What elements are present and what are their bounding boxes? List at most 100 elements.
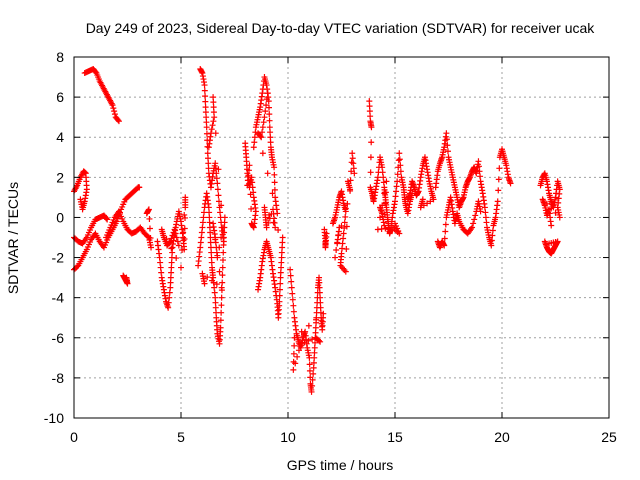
data-point-marker [199,219,206,226]
data-point-marker [366,98,373,105]
data-point-marker [203,114,210,121]
data-point-marker [259,124,266,131]
data-point-marker [290,366,297,373]
data-point-marker [165,304,172,311]
data-point-marker [289,296,296,303]
data-point-marker [495,187,502,194]
data-point-marker [309,382,316,389]
data-point-marker [115,117,122,124]
data-point-marker [290,302,297,309]
data-point-marker [469,224,476,231]
data-point-marker [316,289,323,296]
data-point-marker [441,235,448,242]
data-point-marker [477,208,484,215]
data-point-marker [548,222,555,229]
data-point-marker [218,302,225,309]
data-point-marker [392,193,399,200]
data-point-marker [271,179,278,186]
data-point-marker [218,309,225,316]
data-point-marker [210,274,217,281]
data-point-marker [252,129,259,136]
data-point-marker [207,244,214,251]
data-point-marker [306,361,313,368]
data-point-marker [288,284,295,291]
data-point-marker [103,215,110,222]
data-point-marker [477,173,484,180]
data-point-marker [276,286,283,293]
data-point-marker [277,274,284,281]
data-point-marker [205,160,212,167]
data-point-marker [218,284,225,291]
data-point-marker [495,176,502,183]
data-point-marker [443,130,450,137]
data-point-marker [290,308,297,315]
data-point-marker [471,216,478,223]
data-point-marker [266,111,273,118]
data-point-marker [332,254,339,261]
data-point-marker [219,279,226,286]
y-axis-label: SDTVAR / TECUs [5,182,21,294]
data-point-marker [367,169,374,176]
data-point-marker [381,222,388,229]
data-point-marker [148,244,155,251]
data-point-marker [143,210,150,217]
data-point-marker [316,284,323,291]
data-point-marker [248,205,255,212]
data-point-marker [246,162,253,169]
data-point-marker [245,167,252,174]
data-point-marker [341,219,348,226]
data-point-marker [311,354,318,361]
data-point-marker [215,198,222,205]
data-point-marker [208,126,215,133]
data-point-marker [174,238,181,245]
data-point-marker [317,294,324,301]
data-point-marker [136,184,143,191]
data-point-marker [374,174,381,181]
data-point-marker [263,224,270,231]
data-point-marker [272,224,279,231]
data-point-marker [260,119,267,126]
data-point-marker [396,156,403,163]
data-point-marker [472,212,479,219]
data-point-marker [312,324,319,331]
data-point-marker [203,124,210,131]
data-point-marker [156,254,163,261]
grid-lines [74,57,609,418]
data-point-marker [221,214,228,221]
plot-frame [73,56,610,419]
data-point-marker [173,255,180,262]
y-tick-label: 2 [56,169,64,185]
data-point-marker [202,104,209,111]
data-point-marker [180,229,187,236]
data-point-marker [310,364,317,371]
data-point-marker [212,294,219,301]
data-point-marker [277,269,284,276]
data-point-marker [169,232,176,239]
axis-ticks: 0 5 10 15 20 25 -10 -8 -6 -4 -2 0 2 4 6 8 [44,49,617,445]
y-tick-label: -4 [52,290,65,306]
data-point-marker [181,211,188,218]
data-point-marker [266,124,273,131]
y-tick-label: 0 [56,209,64,225]
data-point-marker [104,216,111,223]
data-point-marker [379,169,386,176]
data-point-marker [147,235,154,242]
data-point-marker [199,224,206,231]
data-point-marker [168,259,175,266]
y-tick-label: -2 [52,250,65,266]
y-tick-label: 6 [56,89,64,105]
data-point-marker [210,104,217,111]
data-point-marker [157,259,164,266]
data-point-marker [165,299,172,306]
data-point-marker [366,108,373,115]
data-point-marker [349,155,356,162]
data-point-marker [349,150,356,157]
data-point-marker [367,113,374,120]
data-point-marker [267,129,274,136]
data-point-marker [201,280,208,287]
data-point-marker [244,182,251,189]
data-point-marker [294,353,301,360]
data-point-marker [92,69,99,76]
data-point-marker [397,168,404,175]
data-point-marker [394,178,401,185]
